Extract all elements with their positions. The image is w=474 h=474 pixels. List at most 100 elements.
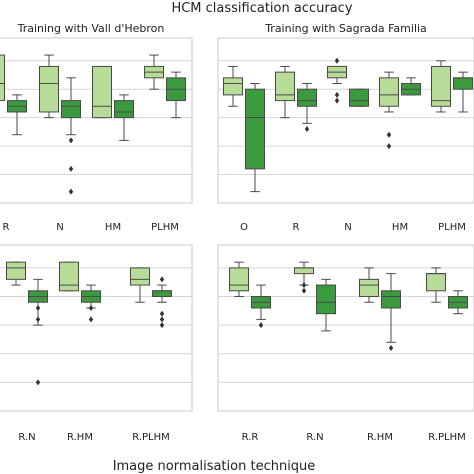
box-O-dark — [245, 83, 265, 193]
box-HM-light — [379, 71, 399, 150]
x-tick-label: R — [3, 222, 10, 233]
flier-point — [35, 304, 41, 311]
box-iqr — [379, 77, 399, 107]
flier-point — [35, 379, 41, 386]
box-iqr — [453, 77, 473, 90]
box-HM-light — [92, 65, 112, 119]
box-iqr — [359, 278, 379, 298]
flier-point — [159, 322, 165, 329]
x-tick-label: PLHM — [438, 222, 466, 233]
x-tick-label: R.HM — [67, 432, 93, 443]
box-iqr — [61, 100, 81, 119]
box-iqr — [39, 65, 59, 113]
x-tick-label: HM — [105, 222, 121, 233]
x-tick-label: N — [344, 222, 351, 233]
box-PLHM-light — [431, 60, 451, 113]
x-tick-label: R.HM — [367, 432, 393, 443]
flier-point — [159, 276, 165, 283]
panel-title: Training with Sagrada Familia — [264, 22, 427, 35]
flier-point — [334, 97, 340, 104]
box-iqr — [245, 88, 265, 170]
box-R.R-light — [229, 261, 249, 298]
box-R-light — [275, 65, 295, 119]
flier-point — [334, 57, 340, 64]
box-iqr — [59, 261, 79, 292]
box-R.N-dark — [28, 278, 48, 386]
box-R-light — [0, 54, 5, 102]
box-R.PLHM-light — [426, 267, 446, 303]
chart-panel-3: R.N R.HM R.PLHM — [0, 244, 193, 443]
x-tick-label: HM — [392, 222, 408, 233]
x-tick-label: R.N — [18, 432, 35, 443]
flier-point — [88, 304, 94, 311]
box-iqr — [92, 65, 112, 119]
box-iqr — [229, 267, 249, 292]
panel-title: Training with Vall d'Hebron — [17, 22, 165, 35]
box-iqr — [381, 290, 401, 309]
flier-point — [258, 322, 264, 329]
flier-point — [301, 282, 307, 289]
x-tick-label: N — [56, 222, 63, 233]
box-N-dark — [349, 88, 369, 107]
box-iqr — [114, 100, 134, 119]
box-PLHM-dark — [166, 71, 186, 119]
x-tick-label: R — [293, 222, 300, 233]
box-R.HM-dark — [81, 284, 101, 323]
flier-point — [88, 316, 94, 323]
box-iqr — [130, 267, 150, 286]
box-iqr — [431, 65, 451, 107]
box-PLHM-light — [144, 54, 164, 90]
flier-point — [68, 137, 74, 144]
box-R.N-light — [294, 261, 314, 294]
x-tick-label: O — [240, 222, 248, 233]
box-iqr — [6, 261, 26, 280]
box-R.PLHM-light — [130, 267, 150, 303]
box-R.N-light — [6, 261, 26, 286]
chart-panel-1: Training with Vall d'Hebron R N HM PLHM — [0, 22, 193, 233]
flier-point — [388, 345, 394, 352]
flier-point — [301, 287, 307, 294]
box-R.N-dark — [316, 278, 336, 332]
box-N-dark — [61, 77, 81, 195]
flier-point — [304, 126, 310, 133]
flier-point — [68, 188, 74, 195]
x-tick-label: R.PLHM — [132, 432, 170, 443]
box-R.HM-light — [59, 261, 79, 292]
box-R-dark — [7, 94, 27, 136]
box-iqr — [275, 71, 295, 102]
x-tick-label: R.N — [306, 432, 323, 443]
flier-point — [159, 310, 165, 317]
flier-point — [386, 131, 392, 138]
box-iqr — [152, 290, 172, 298]
box-O-light — [223, 65, 243, 107]
box-R-dark — [297, 83, 317, 133]
box-HM-dark — [114, 94, 134, 141]
box-R.R-dark — [251, 284, 271, 329]
flier-point — [334, 91, 340, 98]
box-iqr — [297, 88, 317, 107]
box-iqr — [316, 284, 336, 315]
figure-xlabel: Image normalisation technique — [113, 459, 316, 474]
figure-title: HCM classification accuracy — [171, 1, 352, 16]
box-iqr — [294, 267, 314, 275]
box-iqr — [0, 54, 5, 102]
panel-frame — [0, 37, 193, 204]
flier-point — [68, 165, 74, 172]
x-tick-label: PLHM — [151, 222, 179, 233]
box-R.PLHM-dark — [448, 290, 468, 315]
x-tick-label: R.R — [242, 432, 259, 443]
box-R.HM-dark — [381, 273, 401, 352]
box-iqr — [426, 273, 446, 292]
box-PLHM-dark — [453, 71, 473, 113]
chart-panel-4: R.R R.N R.HM R.PLHM — [217, 244, 474, 443]
flier-point — [35, 316, 41, 323]
panel-frame — [0, 244, 193, 412]
chart-panel-2: Training with Sagrada Familia O R N HM PLHM — [217, 22, 474, 233]
x-tick-label: R.PLHM — [428, 432, 466, 443]
panel-frame — [217, 37, 474, 204]
box-N-light — [327, 57, 347, 104]
box-iqr — [349, 88, 369, 107]
panel-frame — [217, 244, 474, 412]
